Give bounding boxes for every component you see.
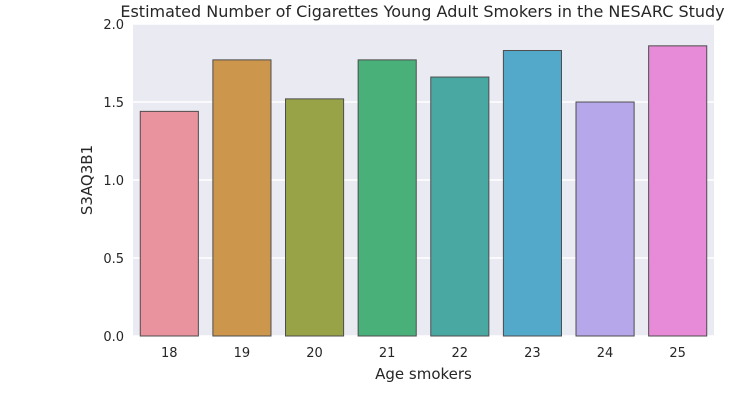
bar-age-19 xyxy=(212,59,272,337)
x-tick-label: 18 xyxy=(161,346,178,361)
y-tick-label: 1.5 xyxy=(103,96,124,111)
x-tick-label: 21 xyxy=(379,346,396,361)
x-tick-label: 19 xyxy=(234,346,251,361)
bar-age-22 xyxy=(430,76,490,337)
y-tick-label: 1.0 xyxy=(103,174,124,189)
y-tick-label: 0.0 xyxy=(103,330,124,345)
x-tick-labels: 18 19 20 21 22 23 24 25 xyxy=(161,346,686,361)
x-tick-label: 20 xyxy=(306,346,323,361)
y-tick-labels: 0.0 0.5 1.0 1.5 2.0 xyxy=(103,18,124,345)
x-tick-label: 23 xyxy=(524,346,541,361)
y-tick-label: 0.5 xyxy=(103,252,124,267)
bar-age-25 xyxy=(648,45,708,337)
bar-age-21 xyxy=(357,59,417,337)
bar-age-20 xyxy=(285,98,345,337)
x-tick-label: 22 xyxy=(452,346,469,361)
y-tick-label: 2.0 xyxy=(103,18,124,33)
chart-title: Estimated Number of Cigarettes Young Adu… xyxy=(120,2,724,21)
x-axis-label: Age smokers xyxy=(375,365,472,383)
x-tick-label: 24 xyxy=(597,346,614,361)
y-axis-label: S3AQ3B1 xyxy=(78,145,96,215)
bars xyxy=(139,45,708,337)
x-tick-label: 25 xyxy=(669,346,686,361)
bar-age-23 xyxy=(502,50,562,337)
bar-age-18 xyxy=(139,110,199,337)
bar-age-24 xyxy=(575,101,635,337)
